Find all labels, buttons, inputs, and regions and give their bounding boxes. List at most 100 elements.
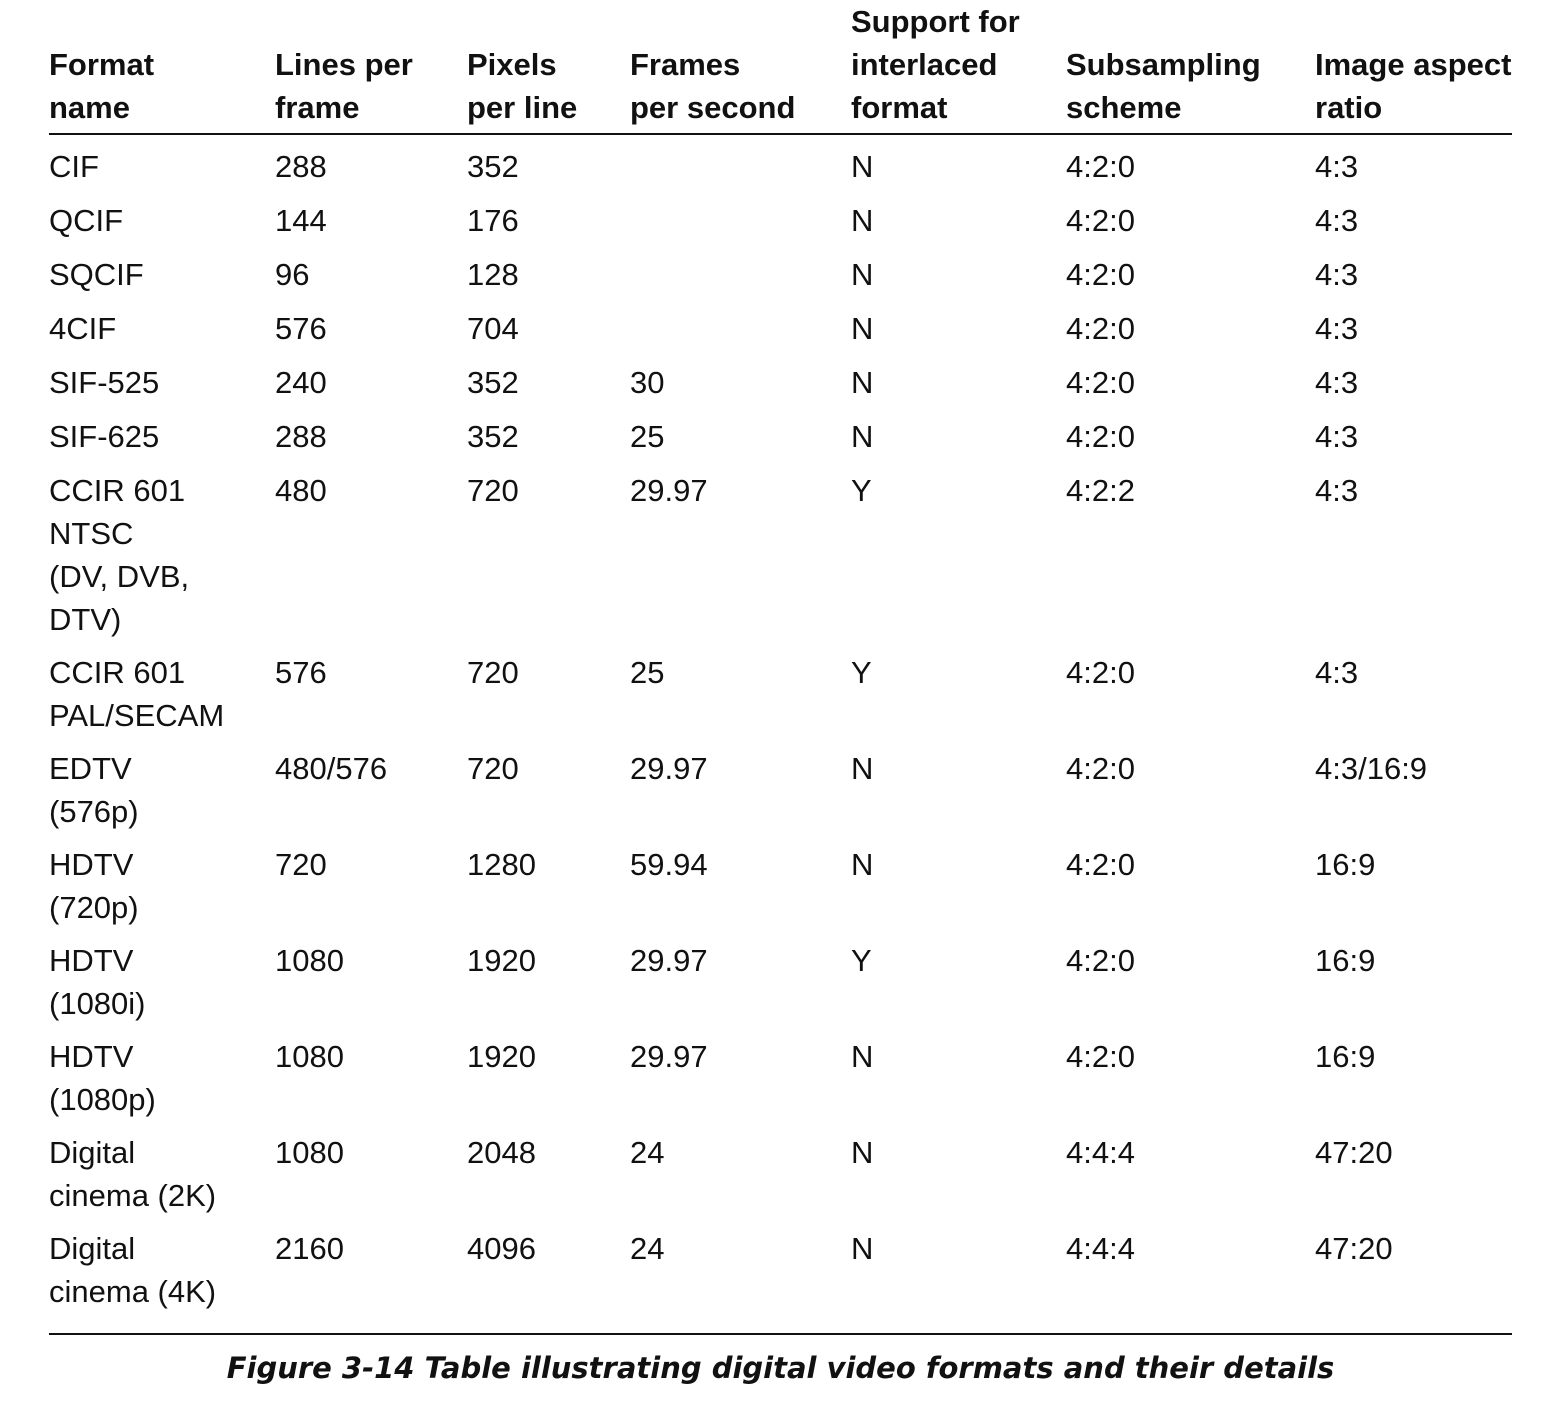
header-line: Support for [851, 4, 1020, 39]
interlaced-cell: N [851, 203, 874, 238]
pixels-per-line-cell: 1920 [467, 943, 536, 978]
format-name-header: Format name [49, 0, 275, 135]
subsampling-cell: 4:4:4 [1066, 1231, 1135, 1266]
header-line: per second [630, 90, 796, 125]
subsampling-cell: 4:2:2 [1066, 473, 1135, 508]
lines-per-frame-cell: 576 [275, 311, 327, 346]
format-name-line: HDTV [49, 1039, 134, 1074]
format-name-line: Digital [49, 1135, 136, 1170]
header-line: scheme [1066, 90, 1182, 125]
frames-per-second-cell [630, 243, 851, 297]
lines-per-frame-cell: 288 [275, 149, 327, 184]
format-name-line: (720p) [49, 890, 139, 925]
interlaced-cell: N [851, 1039, 874, 1074]
pixels-per-line-cell: 4096 [467, 1231, 536, 1266]
lines-per-frame-cell: 2160 [275, 1231, 344, 1266]
table-row: HDTV (1080p) 1080 1920 29.97 N 4:2:0 16:9 [49, 1025, 1512, 1121]
aspect-ratio-cell: 16:9 [1315, 1039, 1376, 1074]
format-name-line: (DV, DVB, [49, 559, 190, 594]
table-row: SQCIF 96 128 N 4:2:0 4:3 [49, 243, 1512, 297]
pixels-per-line-cell: 2048 [467, 1135, 536, 1170]
table-row: 4CIF 576 704 N 4:2:0 4:3 [49, 297, 1512, 351]
subsampling-cell: 4:2:0 [1066, 1039, 1135, 1074]
lines-per-frame-cell: 480/576 [275, 751, 388, 786]
table-row: HDTV (720p) 720 1280 59.94 N 4:2:0 16:9 [49, 833, 1512, 929]
table-row: Digital cinema (2K) 1080 2048 24 N 4:4:4 47:20 [49, 1121, 1512, 1217]
interlaced-cell: N [851, 847, 874, 882]
header-line: Format [49, 47, 155, 82]
lines-per-frame-cell: 240 [275, 365, 327, 400]
interlaced-cell: N [851, 1231, 874, 1266]
format-name-line: PAL/SECAM [49, 698, 225, 733]
subsampling-cell: 4:2:0 [1066, 311, 1135, 346]
frames-per-second-cell: 59.94 [630, 847, 708, 882]
format-name-line: SQCIF [49, 257, 144, 292]
aspect-ratio-cell: 4:3 [1315, 203, 1359, 238]
lines-per-frame-cell: 720 [275, 847, 327, 882]
header-line: Pixels [467, 47, 557, 82]
interlaced-cell: N [851, 1135, 874, 1170]
pixels-per-line-cell: 704 [467, 311, 519, 346]
format-name-cell: EDTV (576p) [49, 737, 275, 833]
table-row: QCIF 144 176 N 4:2:0 4:3 [49, 189, 1512, 243]
pixels-per-line-cell: 352 [467, 149, 519, 184]
table-header: Format name Lines per frame Pixels per line Fr… [49, 0, 1512, 135]
frames-per-second-cell: 25 [630, 419, 665, 454]
frames-per-second-cell [630, 134, 851, 189]
subsampling-cell: 4:2:0 [1066, 149, 1135, 184]
aspect-ratio-cell: 4:3 [1315, 311, 1359, 346]
table-row: EDTV (576p) 480/576 720 29.97 N 4:2:0 4:3/16:9 [49, 737, 1512, 833]
frames-per-second-cell [630, 297, 851, 351]
format-name-cell: CCIR 601 NTSC (DV, DVB, DTV) [49, 459, 275, 641]
header-line: format [851, 90, 948, 125]
header-line: Lines per [275, 47, 413, 82]
subsampling-scheme-header: Subsampling scheme [1066, 0, 1315, 135]
interlaced-cell: N [851, 311, 874, 346]
header-line: Subsampling [1066, 47, 1261, 82]
lines-per-frame-cell: 1080 [275, 943, 344, 978]
header-line: interlaced [851, 47, 998, 82]
aspect-ratio-cell: 4:3 [1315, 473, 1359, 508]
format-name-line: DTV) [49, 602, 122, 637]
interlaced-support-header: Support for interlaced format [851, 0, 1066, 135]
video-formats-table: Format name Lines per frame Pixels per line Fr… [49, 0, 1512, 1313]
subsampling-cell: 4:2:0 [1066, 365, 1135, 400]
frames-per-second-cell [630, 189, 851, 243]
lines-per-frame-cell: 96 [275, 257, 310, 292]
header-line: per line [467, 90, 578, 125]
format-name-cell: CIF [49, 134, 275, 189]
aspect-ratio-cell: 4:3/16:9 [1315, 751, 1428, 786]
frames-per-second-header: Frames per second [630, 0, 851, 135]
frames-per-second-cell: 24 [630, 1231, 665, 1266]
table-row: Digital cinema (4K) 2160 4096 24 N 4:4:4 47:20 [49, 1217, 1512, 1313]
subsampling-cell: 4:2:0 [1066, 943, 1135, 978]
lines-per-frame-cell: 480 [275, 473, 327, 508]
aspect-ratio-cell: 4:3 [1315, 419, 1359, 454]
table-row: CIF 288 352 N 4:2:0 4:3 [49, 134, 1512, 189]
subsampling-cell: 4:4:4 [1066, 1135, 1135, 1170]
format-name-line: SIF-525 [49, 365, 160, 400]
aspect-ratio-cell: 4:3 [1315, 149, 1359, 184]
format-name-line: (576p) [49, 794, 139, 829]
figure-caption: Figure 3-14 Table illustrating digital v… [226, 1351, 1335, 1385]
aspect-ratio-cell: 4:3 [1315, 655, 1359, 690]
format-name-cell: CCIR 601 PAL/SECAM [49, 641, 275, 737]
header-row: Format name Lines per frame Pixels per line Fr… [49, 0, 1512, 135]
format-name-line: HDTV [49, 847, 134, 882]
format-name-line: cinema (4K) [49, 1274, 217, 1309]
format-name-line: SIF-625 [49, 419, 160, 454]
lines-per-frame-cell: 288 [275, 419, 327, 454]
lines-per-frame-header: Lines per frame [275, 0, 467, 135]
format-name-line: CCIR 601 [49, 473, 186, 508]
format-name-cell: SIF-525 [49, 351, 275, 405]
pixels-per-line-cell: 1280 [467, 847, 536, 882]
aspect-ratio-header: Image aspect ratio [1315, 0, 1512, 135]
pixels-per-line-cell: 720 [467, 655, 519, 690]
format-name-line: CIF [49, 149, 99, 184]
frames-per-second-cell: 29.97 [630, 943, 708, 978]
format-name-cell: QCIF [49, 189, 275, 243]
lines-per-frame-cell: 576 [275, 655, 327, 690]
frames-per-second-cell: 29.97 [630, 1039, 708, 1074]
format-name-line: (1080i) [49, 986, 146, 1021]
format-name-line: (1080p) [49, 1082, 156, 1117]
